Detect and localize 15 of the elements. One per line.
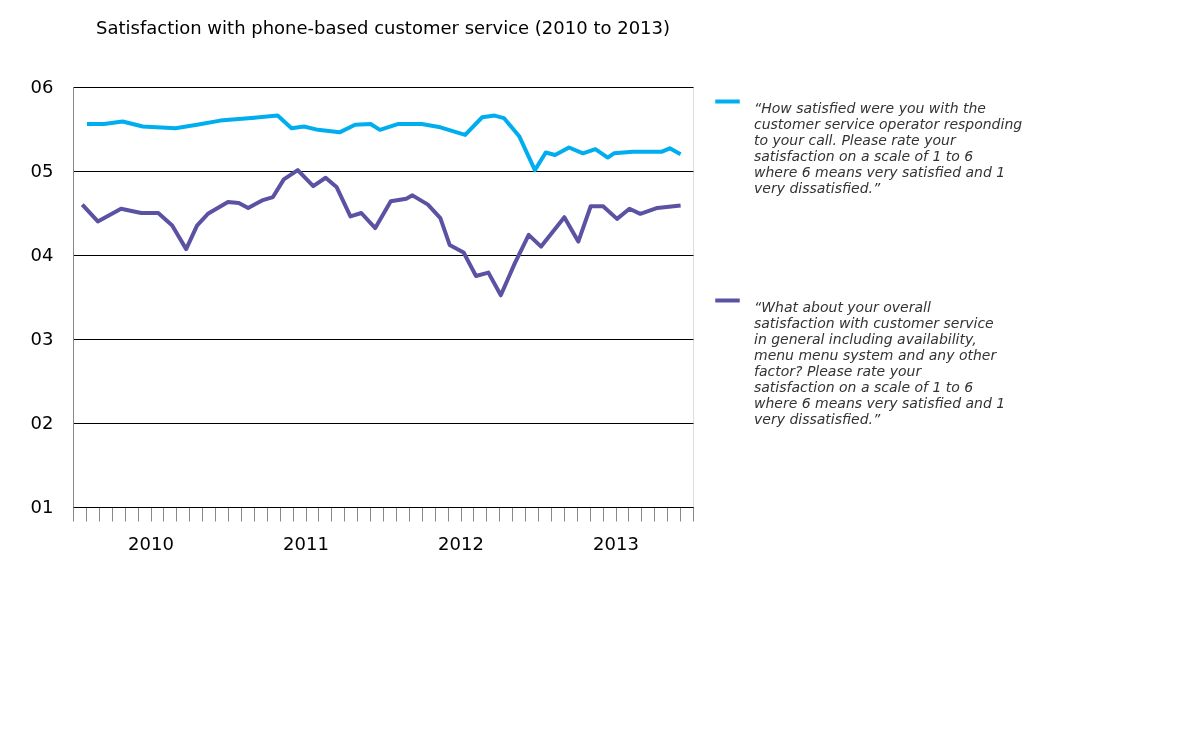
- y-tick-label: 06: [30, 75, 54, 97]
- x-tick-label: 2011: [283, 532, 329, 554]
- y-tick-label: 02: [30, 411, 54, 433]
- x-tick-label: 2013: [593, 532, 639, 554]
- y-tick-label: 03: [30, 327, 54, 349]
- legend-label: “How satisfied were you with the customer service operator responding to your call. Please rate your satisfaction on a scale of 1 to 6 where 6 means very satisfied and 1 very dissatisfied.”: [754, 99, 1023, 196]
- x-tick-label: 2010: [128, 532, 174, 554]
- line-series: [84, 113, 683, 173]
- y-tick-label: 05: [30, 159, 54, 181]
- y-tick-label: 01: [30, 495, 54, 517]
- x-tick-label: 2012: [438, 532, 484, 554]
- line-series: [80, 168, 683, 298]
- legend-label: “What about your overall satisfaction with customer service in general including availability, menu menu system and any other factor? Please rate your satisfaction on a scale of 1 to 6 where 6 means very satisfied and 1 very dissatisfied.”: [754, 298, 1006, 427]
- y-tick-label: 04: [30, 243, 54, 265]
- chart-title: Satisfaction with phone-based customer service (2010 to 2013): [95, 17, 671, 38]
